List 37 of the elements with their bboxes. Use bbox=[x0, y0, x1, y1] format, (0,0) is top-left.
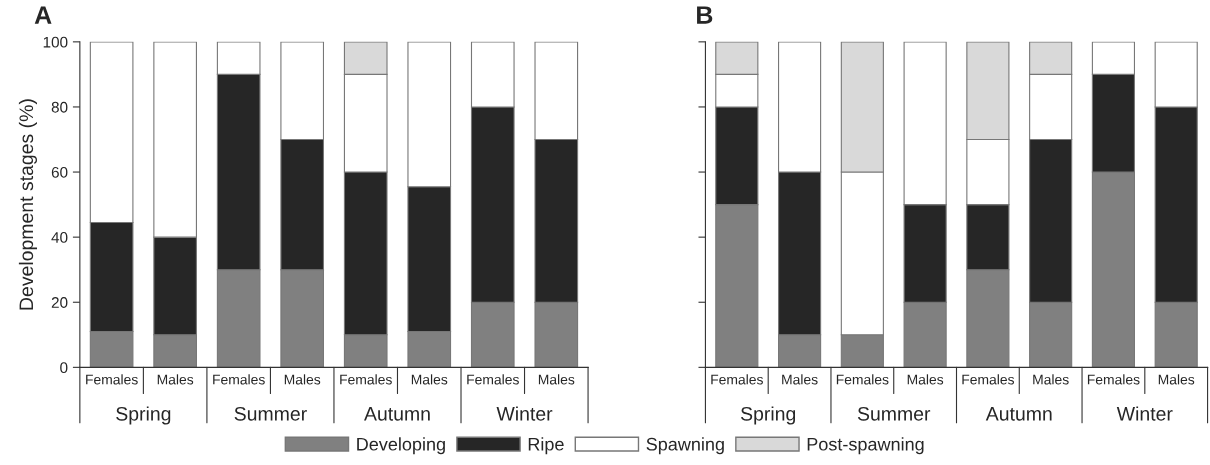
x-tick-label: Females bbox=[836, 374, 889, 385]
x-tick-label: Females bbox=[1087, 374, 1140, 385]
text: Autumn bbox=[985, 407, 1052, 421]
y-tick-label: 0 bbox=[60, 362, 68, 374]
legend-label: Spawning bbox=[646, 437, 724, 455]
text: Autumn bbox=[364, 407, 430, 421]
x-tick-label: Males bbox=[1033, 374, 1069, 385]
chart-title: A bbox=[34, 6, 52, 24]
y-tick-label: 80 bbox=[51, 101, 68, 113]
x-tick-label: Females bbox=[467, 374, 519, 385]
x-tick-label: Males bbox=[538, 374, 575, 385]
x-tick-label: Females bbox=[711, 374, 763, 385]
x-tick-label: Males bbox=[411, 374, 448, 385]
text: Summer bbox=[234, 406, 307, 421]
legend-label: Post-spawning bbox=[807, 437, 924, 455]
text: Spring bbox=[740, 406, 796, 425]
text: Winter bbox=[1116, 406, 1173, 421]
text: Summer bbox=[857, 406, 931, 421]
y-tick-label: 20 bbox=[51, 297, 68, 308]
x-tick-label: Males bbox=[782, 374, 818, 385]
x-tick-label: Males bbox=[907, 374, 944, 385]
legend-label: Ripe bbox=[528, 437, 564, 455]
chart-title: B bbox=[697, 6, 713, 24]
y-axis-title: Development stages (%) bbox=[18, 99, 38, 310]
x-tick-label: Males bbox=[284, 374, 321, 385]
x-tick-label: Males bbox=[1158, 374, 1195, 385]
y-tick-label: 100 bbox=[43, 36, 68, 48]
x-tick-label: Males bbox=[157, 374, 194, 385]
y-tick-label: 60 bbox=[51, 166, 68, 178]
x-tick-label: Females bbox=[962, 374, 1015, 385]
legend-label: Developing bbox=[357, 437, 445, 455]
x-tick-label: Females bbox=[213, 374, 265, 385]
x-tick-label: Females bbox=[340, 374, 392, 385]
text: Winter bbox=[496, 406, 553, 421]
y-tick-label: 40 bbox=[51, 232, 68, 243]
text: Spring bbox=[116, 406, 171, 425]
x-tick-label: Females bbox=[86, 374, 138, 385]
